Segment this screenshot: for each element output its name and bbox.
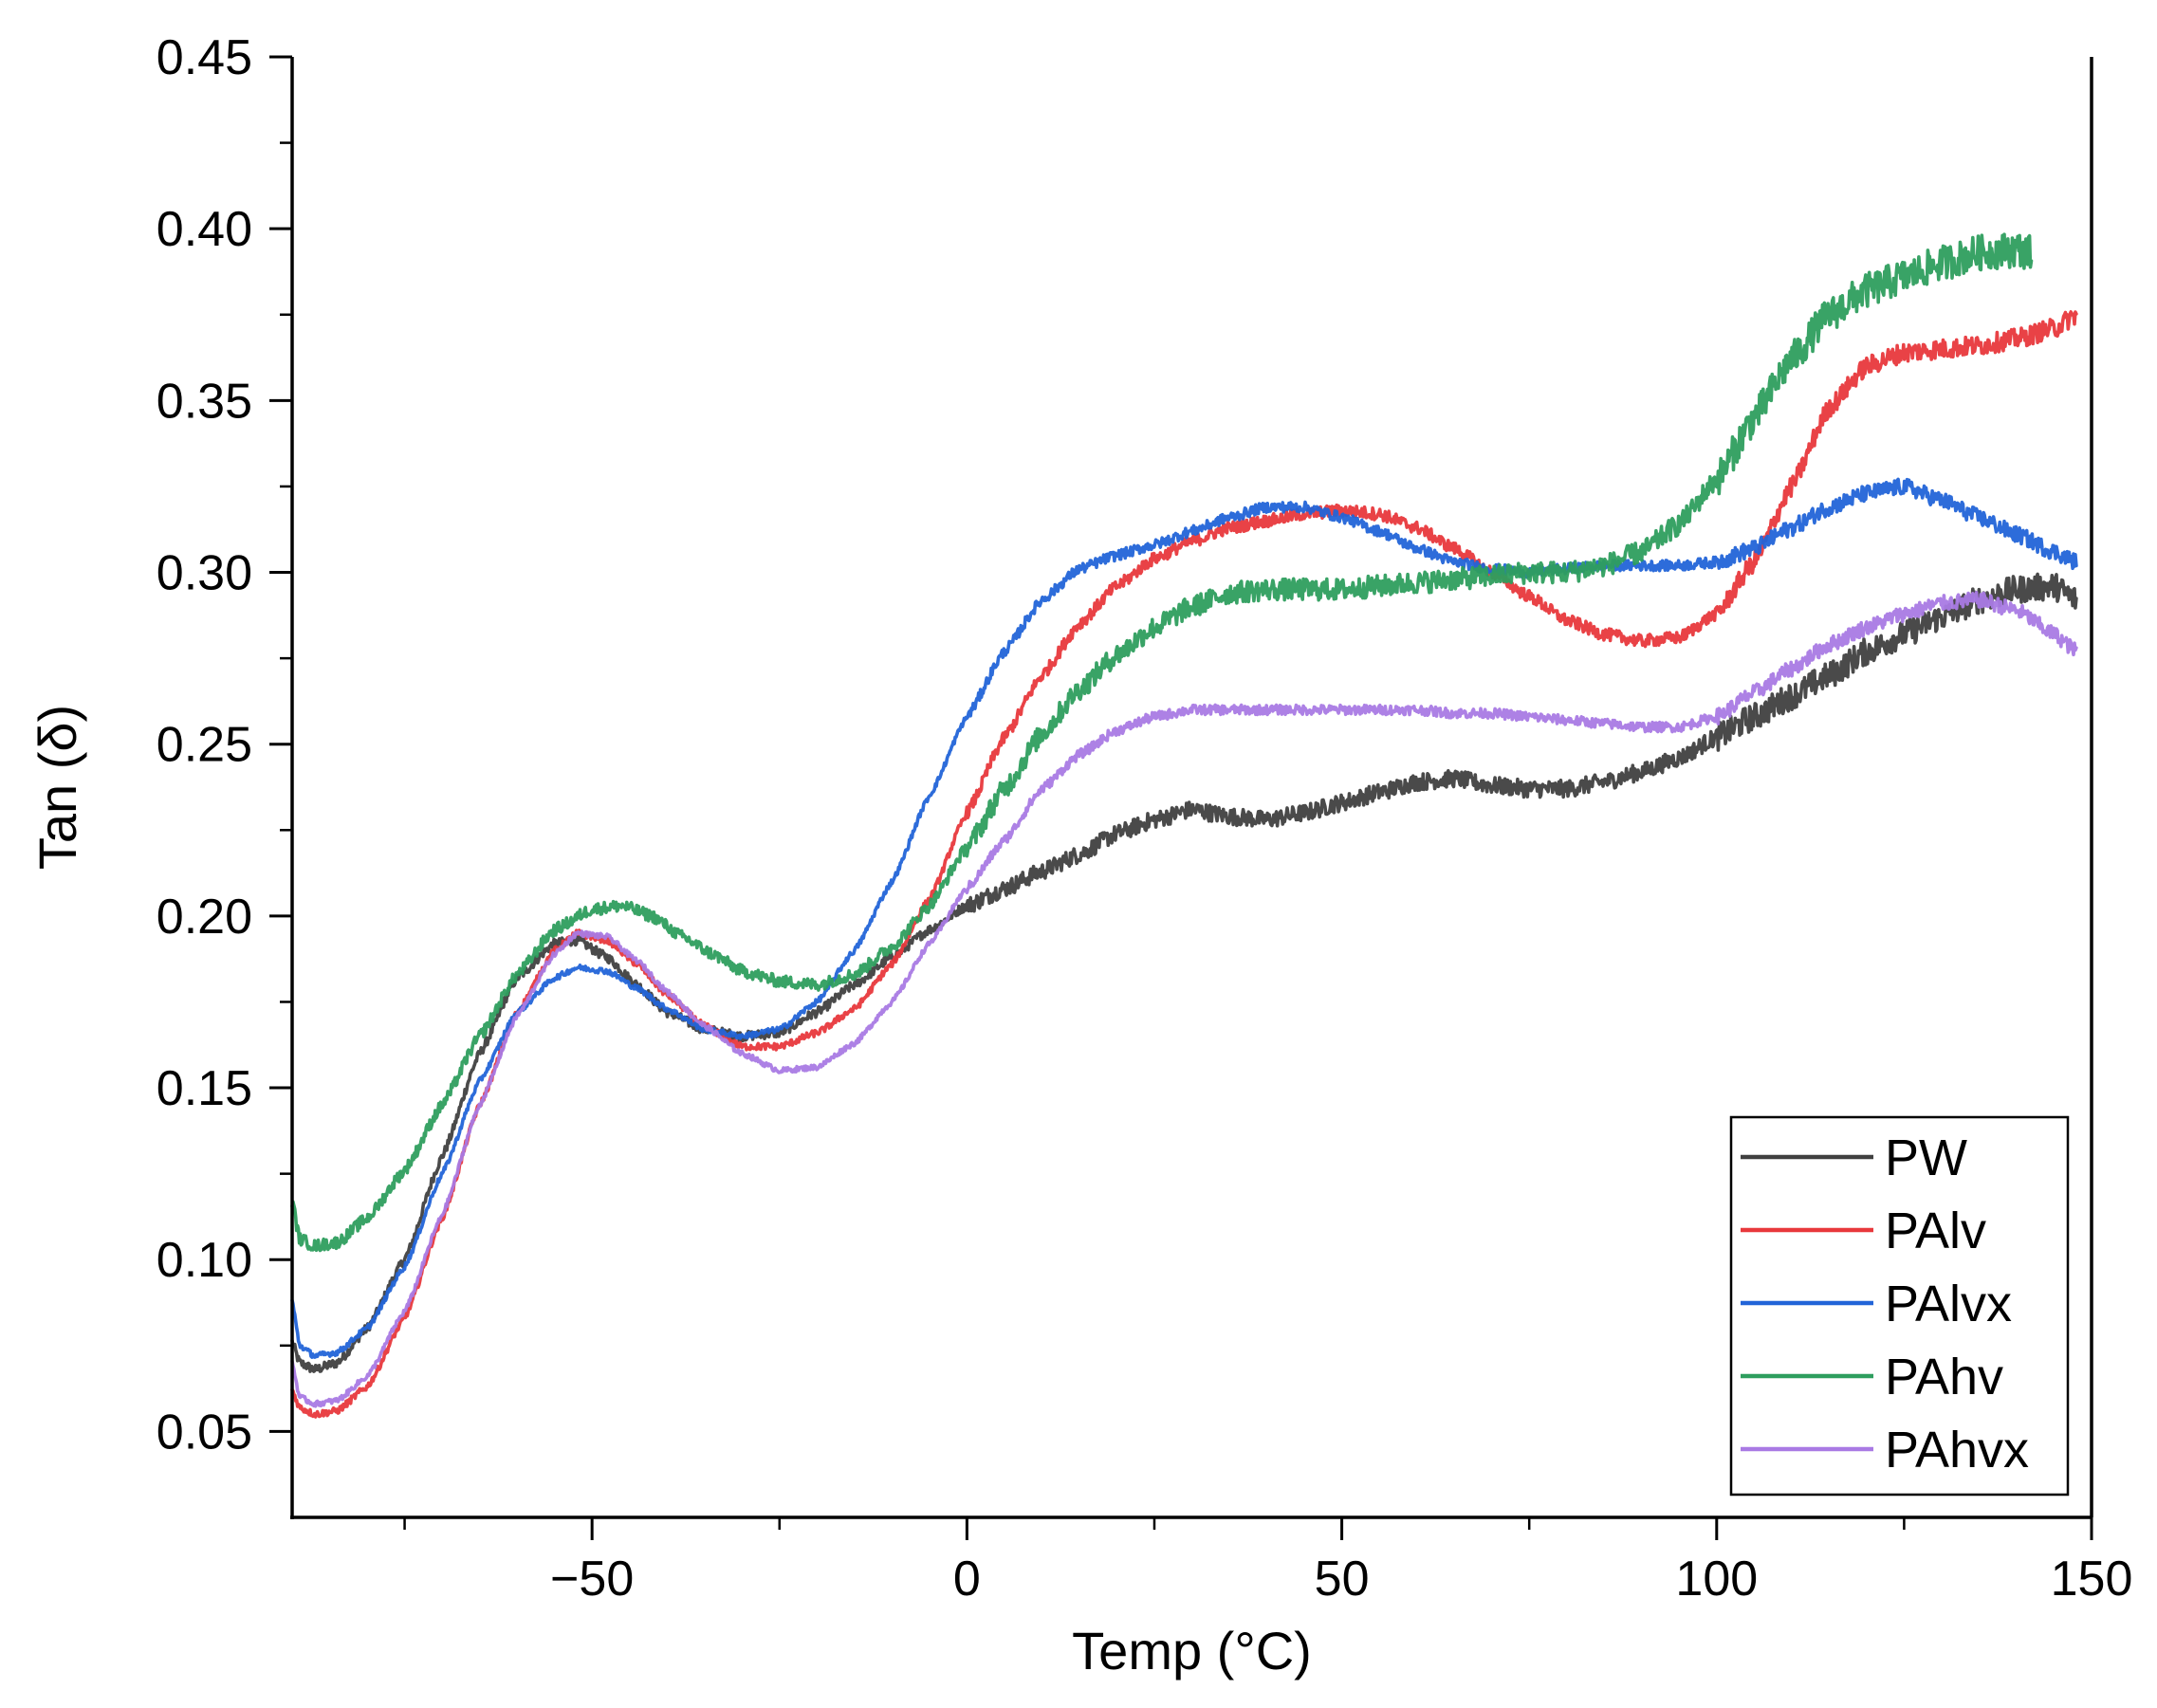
legend: PW PAlv PAlvx PAhv PAhvx [1729, 1115, 2070, 1497]
legend-label-pw: PW [1885, 1129, 1967, 1186]
series-line-palvx [290, 477, 2078, 1359]
series-line-pw [290, 572, 2078, 1373]
legend-label-pahvx: PAhvx [1885, 1422, 2029, 1478]
series-line-pahv [290, 232, 2034, 1253]
y-tick-label: 0.15 [157, 1061, 252, 1116]
legend-label-palvx: PAlvx [1885, 1276, 2012, 1332]
x-tick-label: 50 [1315, 1552, 1370, 1607]
y-tick-label: 0.40 [157, 202, 252, 257]
x-tick-label: 100 [1675, 1552, 1758, 1607]
x-tick-label: 0 [953, 1552, 981, 1607]
legend-label-pahv: PAhv [1885, 1349, 2003, 1405]
axes-layer: −50 0 50 100 150 0.05 0.10 0.15 0.20 0.25 0.30 0.35… [157, 30, 2133, 1607]
legend-box [1729, 1115, 2070, 1497]
series-layer [290, 232, 2078, 1419]
y-tick-label: 0.20 [157, 890, 252, 945]
series-line-pahvx [290, 590, 2078, 1408]
x-axis-title: Temp (°C) [1072, 1621, 1312, 1680]
x-tick-label: 150 [2051, 1552, 2133, 1607]
y-axis-title: Tan (δ) [28, 705, 87, 870]
y-tick-label: 0.25 [157, 718, 252, 773]
x-tick-label: −50 [550, 1552, 634, 1607]
y-tick-label: 0.30 [157, 546, 252, 601]
y-tick-label: 0.45 [157, 30, 252, 85]
y-tick-label: 0.10 [157, 1233, 252, 1288]
legend-label-palv: PAlv [1885, 1203, 1986, 1259]
y-tick-label: 0.05 [157, 1405, 252, 1460]
y-tick-label: 0.35 [157, 374, 252, 429]
